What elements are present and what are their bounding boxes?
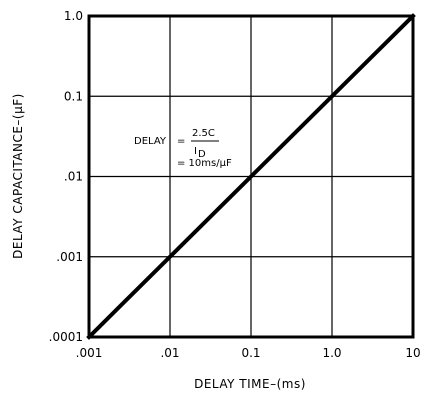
- x-tick-label: .001: [76, 346, 103, 360]
- y-tick-label: .0001: [49, 330, 83, 344]
- x-axis-label: DELAY TIME–(ms): [194, 377, 306, 391]
- series-line: [86, 13, 416, 340]
- y-tick-label: 0.1: [64, 89, 83, 103]
- formula-numerator: 2.5C: [192, 128, 215, 139]
- series-layer: [86, 13, 416, 340]
- y-tick-label: 1.0: [64, 9, 83, 23]
- formula-line2: = 10ms/μF: [177, 158, 232, 169]
- y-axis-label: DELAY CAPACITANCE–(μF): [11, 93, 25, 259]
- formula-equals: =: [177, 136, 185, 147]
- formula-lhs: DELAY: [134, 136, 167, 147]
- formula-denominator-sub: D: [198, 149, 206, 160]
- y-tick-label: .01: [64, 170, 83, 184]
- plot-frame: [87, 14, 415, 339]
- x-tick-label: 0.1: [241, 346, 260, 360]
- x-tick-label: 1.0: [322, 346, 341, 360]
- x-tick-label: 10: [405, 346, 420, 360]
- delay-formula-annotation: DELAY = 2.5C I D = 10ms/μF: [134, 128, 232, 169]
- x-tick-label: .01: [160, 346, 179, 360]
- y-tick-labels: .0001 .001 .01 0.1 1.0: [49, 9, 83, 344]
- x-tick-labels: .001 .01 0.1 1.0 10: [76, 346, 421, 360]
- y-tick-label: .001: [56, 250, 83, 264]
- formula-denominator: I: [194, 146, 197, 157]
